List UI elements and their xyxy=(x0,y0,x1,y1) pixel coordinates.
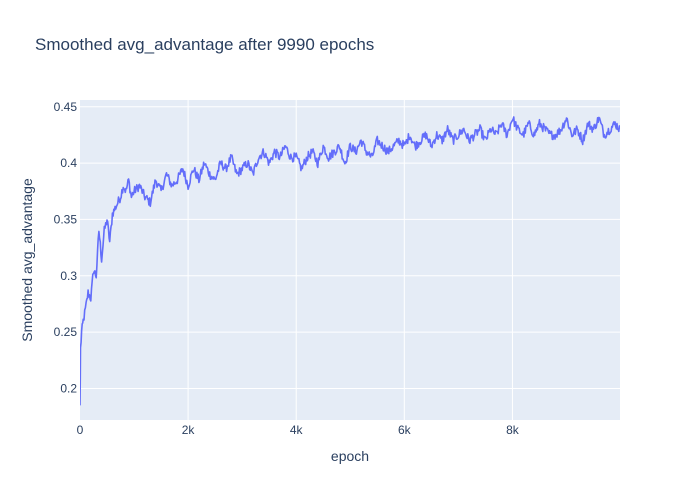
x-tick-label: 2k xyxy=(182,423,196,437)
x-tick-label: 6k xyxy=(398,423,412,437)
tick-labels: 0 2k 4k 6k 8k 0.2 0.25 0.3 0.35 0.4 0.45 xyxy=(54,100,520,437)
x-tick-label: 8k xyxy=(506,423,520,437)
x-tick-label: 4k xyxy=(290,423,304,437)
plot-area xyxy=(80,100,620,420)
x-tick-label: 0 xyxy=(77,423,84,437)
series-line xyxy=(80,116,620,406)
y-tick-label: 0.35 xyxy=(54,212,78,226)
y-tick-label: 0.4 xyxy=(60,156,77,170)
chart-title: Smoothed avg_advantage after 9990 epochs xyxy=(35,35,374,54)
grid-lines xyxy=(80,100,620,420)
x-axis-title: epoch xyxy=(331,448,369,464)
y-tick-label: 0.25 xyxy=(54,325,78,339)
y-tick-label: 0.2 xyxy=(60,381,77,395)
y-axis-title: Smoothed avg_advantage xyxy=(19,178,35,342)
y-tick-label: 0.3 xyxy=(60,269,77,283)
y-tick-label: 0.45 xyxy=(54,100,78,114)
